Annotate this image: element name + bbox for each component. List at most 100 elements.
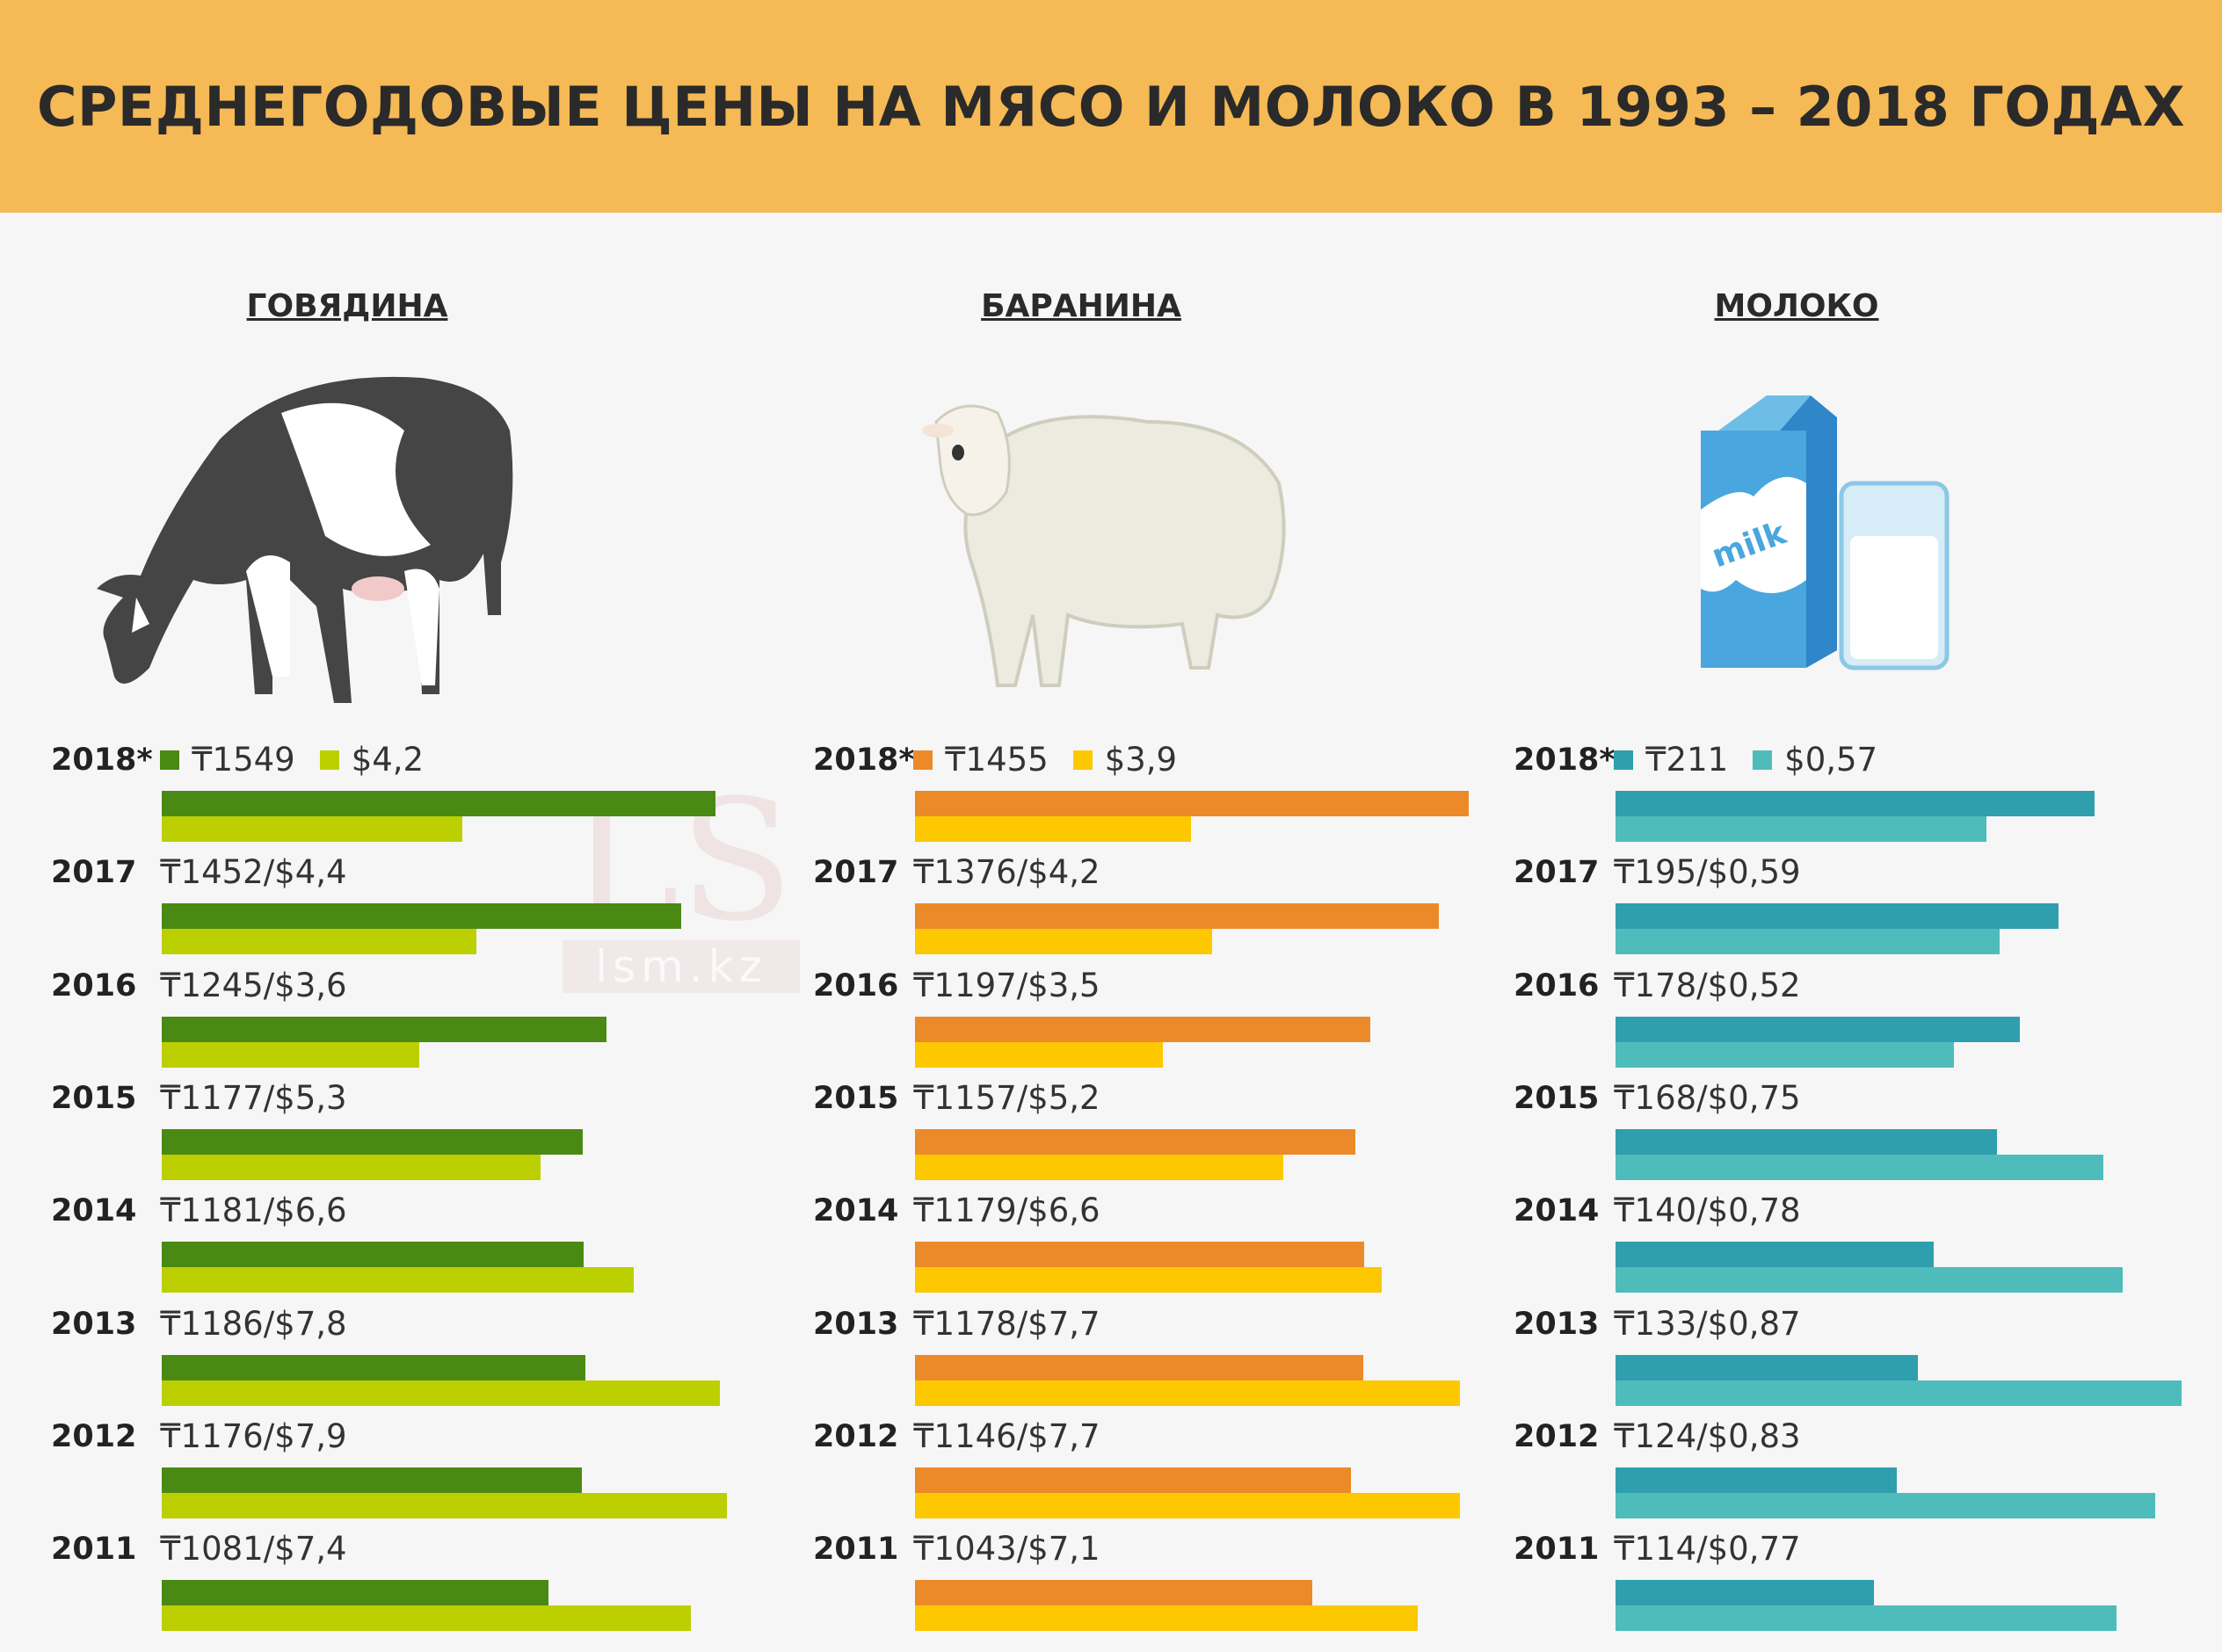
beef-tenge-label: ₸1245: [160, 966, 264, 1004]
sheep-illustration: [922, 404, 1286, 687]
lamb-value-label: ₸1455 $3,9: [913, 741, 1177, 779]
milk-usd-label: /$0,59: [1696, 853, 1801, 892]
milk-value-label: ₸140 /$0,78: [1614, 1192, 1801, 1229]
beef-bar-usd: [162, 1380, 720, 1406]
beef-tenge-label: ₸1452: [160, 853, 264, 892]
beef-usd-label: /$4,4: [263, 853, 347, 892]
lamb-usd-label: /$7,7: [1016, 1417, 1100, 1455]
milk-year-label: 2014: [1514, 1193, 1600, 1229]
lamb-tenge-label: ₸1179: [913, 1192, 1017, 1230]
milk-legend-tenge-label: ₸211: [1645, 741, 1729, 779]
beef-tenge-label: ₸1186: [160, 1304, 264, 1343]
milk-value-label: ₸195 /$0,59: [1614, 853, 1801, 891]
beef-bar-tenge: [162, 1580, 548, 1606]
milk-illustration: milk: [1701, 395, 1950, 670]
milk-tenge-label: ₸195: [1614, 853, 1697, 892]
milk-bar-tenge: [1616, 1016, 2020, 1042]
lamb-usd-label: /$7,7: [1016, 1304, 1100, 1343]
milk-value-label: ₸168 /$0,75: [1614, 1079, 1801, 1117]
milk-tenge-label: ₸140: [1614, 1192, 1697, 1230]
lamb-year-label: 2017: [813, 855, 899, 891]
milk-year-label: 2017: [1514, 855, 1600, 891]
beef-bar-tenge: [162, 791, 715, 816]
lamb-bar-usd: [915, 816, 1191, 842]
beef-bar-usd: [162, 1492, 728, 1518]
lamb-bar-usd: [915, 929, 1213, 955]
lamb-value-label: ₸1179 /$6,6: [913, 1192, 1100, 1229]
beef-usd-label: /$3,6: [263, 966, 347, 1004]
beef-legend-tenge-label: ₸1549: [192, 741, 295, 779]
beef-value-label: ₸1176 /$7,9: [160, 1417, 347, 1455]
lamb-bar-usd: [915, 1492, 1460, 1518]
milk-bar-tenge: [1616, 1128, 1997, 1155]
beef-bar-tenge: [162, 1242, 585, 1268]
milk-value-label: ₸211 $0,57: [1614, 741, 1877, 779]
milk-bar-tenge: [1616, 1242, 1934, 1268]
milk-usd-label: /$0,87: [1696, 1304, 1801, 1343]
lamb-usd-label: /$7,1: [1016, 1530, 1100, 1569]
lamb-tenge-label: ₸1043: [913, 1530, 1017, 1569]
milk-bar-usd: [1616, 1492, 2156, 1518]
milk-year-label: 2015: [1514, 1080, 1600, 1116]
beef-usd-label: /$6,6: [263, 1192, 347, 1230]
lamb-usd-label: /$3,5: [1016, 966, 1100, 1004]
section-title-milk: МОЛОКО: [1714, 288, 1879, 324]
lamb-bar-tenge: [915, 903, 1439, 930]
cow-illustration: [97, 376, 513, 703]
beef-value-label: ₸1177 /$5,3: [160, 1079, 347, 1117]
page-title: СРЕДНЕГОДОВЫЕ ЦЕНЫ НА МЯСО И МОЛОКО В 19…: [36, 74, 2186, 139]
milk-bar-usd: [1616, 1605, 2117, 1632]
milk-bar-tenge: [1616, 1354, 1918, 1380]
beef-bar-tenge: [162, 903, 681, 930]
lamb-tenge-label: ₸1146: [913, 1417, 1017, 1455]
milk-year-label: 2011: [1514, 1532, 1600, 1568]
milk-usd-label: /$0,52: [1696, 966, 1801, 1004]
beef-year-label: 2017: [51, 855, 137, 891]
milk-legend-tenge-swatch: [1614, 750, 1633, 770]
lamb-legend-tenge-label: ₸1455: [945, 741, 1049, 779]
lamb-bar-tenge: [915, 1128, 1355, 1155]
milk-tenge-label: ₸178: [1614, 966, 1697, 1004]
lamb-bar-usd: [915, 1267, 1383, 1293]
section-title-beef: ГОВЯДИНА: [246, 288, 448, 324]
milk-tenge-label: ₸114: [1614, 1530, 1697, 1569]
lamb-year-label: 2014: [813, 1193, 899, 1229]
lamb-value-label: ₸1146 /$7,7: [913, 1417, 1100, 1455]
lamb-bar-usd: [915, 1154, 1283, 1180]
beef-value-label: ₸1245 /$3,6: [160, 967, 347, 1004]
lamb-value-label: ₸1178 /$7,7: [913, 1305, 1100, 1343]
lamb-legend-usd-swatch: [1072, 750, 1093, 770]
beef-year-label: 2014: [51, 1193, 137, 1229]
milk-tenge-label: ₸124: [1614, 1417, 1697, 1455]
milk-usd-label: /$0,78: [1696, 1192, 1801, 1230]
milk-year-label: 2012: [1514, 1418, 1600, 1454]
beef-value-label: ₸1549 $4,2: [160, 741, 424, 779]
milk-year-label: 2013: [1514, 1306, 1600, 1342]
beef-bar-usd: [162, 929, 477, 955]
lamb-year-label: 2012: [813, 1418, 899, 1454]
beef-bar-tenge: [162, 1354, 586, 1380]
watermark-site: lsm.kz: [563, 940, 800, 993]
lamb-bar-tenge: [915, 1242, 1364, 1268]
lamb-tenge-label: ₸1376: [913, 853, 1017, 892]
beef-tenge-label: ₸1081: [160, 1530, 264, 1569]
lamb-bar-tenge: [915, 1354, 1364, 1380]
beef-year-label: 2012: [51, 1418, 137, 1454]
beef-year-label: 2015: [51, 1080, 137, 1116]
milk-bar-usd: [1616, 1154, 2103, 1180]
lamb-bar-tenge: [915, 1467, 1352, 1493]
beef-usd-label: /$7,8: [263, 1304, 347, 1343]
milk-usd-label: /$0,77: [1696, 1530, 1801, 1569]
beef-year-label: 2013: [51, 1306, 137, 1342]
beef-legend-tenge-swatch: [160, 750, 179, 770]
beef-bar-tenge: [162, 1467, 583, 1493]
lamb-value-label: ₸1197 /$3,5: [913, 967, 1100, 1004]
milk-bar-usd: [1616, 929, 2000, 955]
lamb-year-label: 2016: [813, 967, 899, 1004]
beef-year-label: 2018*: [51, 743, 153, 778]
beef-value-label: ₸1452 /$4,4: [160, 853, 347, 891]
milk-bar-tenge: [1616, 1467, 1898, 1493]
header-banner: СРЕДНЕГОДОВЫЕ ЦЕНЫ НА МЯСО И МОЛОКО В 19…: [0, 0, 2222, 213]
beef-bar-usd: [162, 1605, 692, 1632]
milk-bar-usd: [1616, 816, 1986, 842]
